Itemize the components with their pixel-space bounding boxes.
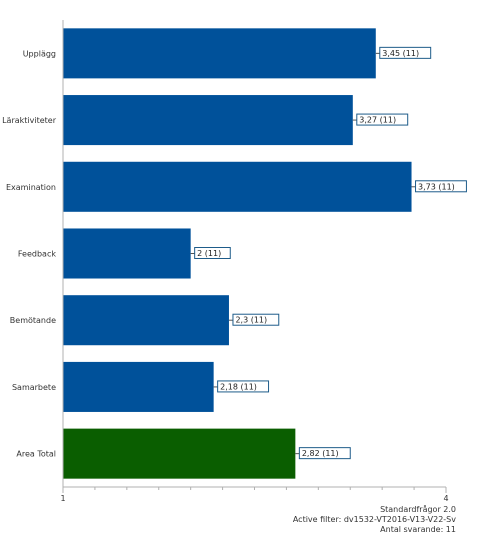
data-label-box xyxy=(194,247,231,259)
category-label: Samarbete xyxy=(12,383,56,392)
data-label: 3,45 (11) xyxy=(382,49,419,58)
x-tick-label: 4 xyxy=(443,494,448,503)
footer-respondent-count: Antal svarande: 11 xyxy=(380,525,456,534)
bar xyxy=(63,228,191,279)
category-label: Bemötande xyxy=(10,316,56,325)
data-label: 3,27 (11) xyxy=(359,116,396,125)
minor-ticks xyxy=(62,487,447,493)
data-label-box xyxy=(379,46,432,59)
footer-active-filter: Active filter: dv1532-VT2016-V13-V22-Sv xyxy=(292,515,456,524)
x-tick-label: 1 xyxy=(60,494,65,503)
bar xyxy=(63,95,353,146)
category-label: Läraktiviteter xyxy=(2,116,57,125)
data-label-box xyxy=(298,447,351,460)
bar xyxy=(63,428,296,479)
data-label: 2,3 (11) xyxy=(235,316,267,325)
data-label: 3,73 (11) xyxy=(418,182,455,191)
bar xyxy=(63,161,412,212)
chart-footer: Standardfrågor 2.0 Active filter: dv1532… xyxy=(293,505,456,535)
category-label: Area Total xyxy=(16,450,56,459)
footer-survey-name: Standardfrågor 2.0 xyxy=(380,505,456,514)
data-label: 2,82 (11) xyxy=(302,449,339,458)
data-label: 2,18 (11) xyxy=(220,382,257,391)
data-label-box xyxy=(232,313,280,326)
category-labels: Upplägg Läraktiviteter Examination Feedback… xyxy=(2,49,57,458)
data-label-box xyxy=(415,180,467,193)
bar xyxy=(63,295,229,346)
data-label-box xyxy=(356,113,409,126)
category-label: Feedback xyxy=(18,250,56,259)
bar xyxy=(63,28,376,79)
data-label-box xyxy=(217,380,270,393)
category-label: Examination xyxy=(6,183,56,192)
bar xyxy=(63,361,214,412)
data-label: 2 (11) xyxy=(197,249,221,258)
category-label: Upplägg xyxy=(23,49,56,58)
bars xyxy=(63,28,412,479)
data-labels: 3,45 (11) 3,27 (11) 3,73 (11) 2 (11) 2,3 (11… xyxy=(190,46,467,460)
